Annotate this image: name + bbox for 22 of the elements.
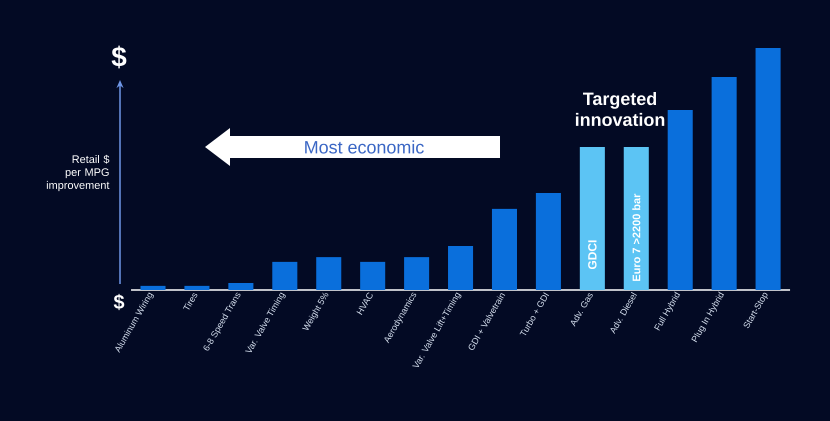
bar [668, 110, 693, 290]
bar [272, 262, 298, 290]
bar [404, 257, 430, 290]
text: $ [112, 46, 126, 68]
bar [228, 282, 254, 290]
bar [536, 192, 561, 290]
y-axis-title: Retail $ per MPG improvement [46, 154, 110, 192]
bar [624, 146, 649, 290]
bar [360, 262, 386, 290]
bar [580, 146, 605, 290]
annotation: Most economic [305, 140, 424, 154]
text: $ [114, 294, 124, 310]
annotation: Euro 7 >2200 bar [632, 194, 640, 281]
bar [492, 208, 517, 290]
bar [140, 286, 166, 290]
annotation: Targeted innovation [576, 92, 664, 126]
bar [316, 257, 342, 290]
bar [756, 48, 781, 290]
bar [712, 77, 737, 290]
annotation: GDCI [588, 240, 597, 270]
bar [448, 246, 474, 290]
bar [184, 286, 210, 290]
